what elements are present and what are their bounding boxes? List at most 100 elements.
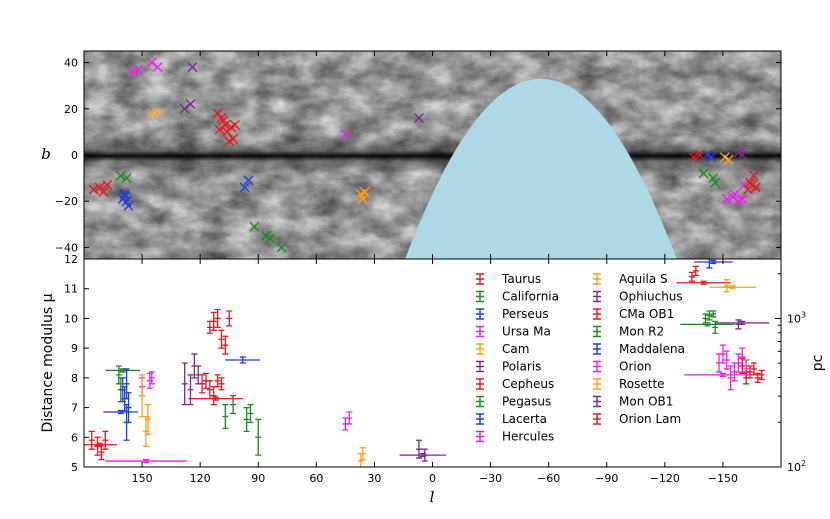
legend-marker bbox=[476, 308, 484, 320]
distance-y-tick-label: 12 bbox=[64, 253, 78, 266]
legend-label: Lacerta bbox=[502, 412, 547, 426]
legend-item-taurus: Taurus bbox=[476, 272, 541, 286]
cloud-marker bbox=[146, 57, 157, 68]
distance-errorbar bbox=[218, 377, 225, 391]
distance-errorbar bbox=[743, 371, 750, 385]
cloud-marker bbox=[710, 177, 721, 188]
distance-errorbar bbox=[146, 372, 153, 389]
sky-cloud-perseus bbox=[117, 189, 134, 211]
distance-errorbar bbox=[144, 403, 151, 435]
legend-marker bbox=[476, 343, 484, 355]
cloud-marker bbox=[706, 152, 717, 163]
sky-map-y-tick-label: −20 bbox=[55, 195, 78, 208]
distance-perseus bbox=[103, 368, 139, 441]
distance-errorbar bbox=[739, 357, 746, 375]
distance-errorbar bbox=[719, 344, 726, 364]
distance-errorbar bbox=[747, 365, 754, 379]
distance-panel bbox=[84, 259, 770, 467]
distance-errorbar bbox=[210, 311, 217, 331]
sky-map-y-tick-label: 0 bbox=[71, 149, 78, 162]
cloud-marker bbox=[152, 108, 163, 119]
legend-marker bbox=[593, 308, 601, 320]
distance-errorbar bbox=[142, 415, 149, 447]
distance-errorbar bbox=[342, 417, 349, 431]
sky-cloud-orion-lam bbox=[743, 170, 761, 195]
legend-item-orion-lam: Orion Lam bbox=[593, 412, 681, 426]
legend-item-maddalena: Maddalena bbox=[593, 342, 685, 356]
distance-errorbar bbox=[399, 452, 447, 458]
galactic-plane-band bbox=[84, 138, 781, 174]
legend-item-cma-ob1: CMa OB1 bbox=[593, 307, 674, 321]
sky-map-y-tick-label: 20 bbox=[64, 103, 78, 116]
distance-errorbar bbox=[727, 365, 734, 391]
legend-label: Cam bbox=[502, 342, 529, 356]
distance-taurus bbox=[84, 430, 117, 461]
distance-errorbar bbox=[102, 430, 109, 450]
x-tick-label: −150 bbox=[708, 472, 738, 485]
legend-marker bbox=[476, 290, 484, 303]
distance-y-tick-label: 8 bbox=[71, 372, 78, 385]
distance-errorbar bbox=[225, 356, 261, 364]
legend-item-pegasus: Pegasus bbox=[476, 395, 551, 409]
distance-aquila-s bbox=[357, 447, 366, 467]
x-tick-label: −120 bbox=[650, 472, 680, 485]
cloud-marker bbox=[748, 170, 759, 181]
distance-errorbar bbox=[222, 403, 229, 430]
x-tick-label: 120 bbox=[190, 472, 211, 485]
sky-cloud-ursa-ma bbox=[127, 57, 163, 77]
legend-marker bbox=[593, 395, 601, 408]
distance-ophiuchus bbox=[399, 439, 447, 462]
distance-cepheus bbox=[188, 308, 243, 406]
legend-marker bbox=[593, 378, 601, 390]
legend-item-cam: Cam bbox=[476, 342, 529, 356]
distance-errorbar bbox=[188, 396, 243, 401]
distance-errorbar bbox=[255, 418, 262, 456]
x-tick-label: −90 bbox=[595, 472, 618, 485]
distance-mon-r2 bbox=[680, 310, 735, 334]
cloud-marker bbox=[723, 154, 734, 165]
distance-errorbar bbox=[243, 406, 250, 432]
x-tick-label: −60 bbox=[537, 472, 560, 485]
parsec-tick-label: 102 bbox=[787, 459, 806, 474]
legend-label: Rosette bbox=[619, 377, 665, 391]
x-axis-label: l bbox=[430, 488, 435, 506]
distance-errorbar bbox=[218, 329, 225, 349]
distance-errorbar bbox=[105, 368, 141, 373]
legend-label: Cepheus bbox=[502, 377, 554, 391]
sky-cloud-cam bbox=[146, 108, 163, 119]
sky-map-y-tick-label: −40 bbox=[55, 241, 78, 254]
sky-cloud-mon-r2 bbox=[698, 168, 721, 188]
distance-errorbar bbox=[121, 386, 128, 412]
distance-rosette bbox=[709, 279, 756, 293]
sky-cloud-cepheus bbox=[212, 108, 241, 147]
legend-item-rosette: Rosette bbox=[593, 377, 665, 391]
distance-errorbar bbox=[202, 372, 209, 389]
cloud-marker bbox=[737, 193, 748, 204]
distance-y-axis-label: Distance modulus μ bbox=[40, 293, 56, 432]
sky-cloud-pegasus bbox=[249, 221, 287, 253]
legend-label: Ursa Ma bbox=[502, 325, 551, 339]
distance-errorbar bbox=[125, 392, 132, 424]
sky-map-panel bbox=[84, 51, 781, 259]
cloud-marker bbox=[224, 136, 235, 147]
distance-errorbars bbox=[84, 259, 770, 467]
cloud-marker bbox=[133, 64, 144, 75]
distance-errorbar bbox=[123, 403, 130, 441]
cloud-marker bbox=[698, 168, 709, 179]
cloud-marker bbox=[276, 242, 287, 253]
legend-label: Hercules bbox=[502, 430, 554, 444]
distance-errorbar bbox=[214, 308, 221, 328]
distance-errorbar bbox=[226, 310, 233, 327]
cloud-marker bbox=[243, 175, 254, 186]
distance-errorbar bbox=[688, 271, 695, 282]
distance-errorbar bbox=[98, 444, 105, 461]
distance-cam bbox=[139, 374, 151, 447]
distance-y-tick-label: 11 bbox=[64, 283, 78, 296]
legend-label: Orion bbox=[619, 360, 652, 374]
distance-errorbar bbox=[123, 368, 130, 400]
legend-item-california: California bbox=[476, 290, 559, 304]
distance-errorbar bbox=[709, 285, 756, 290]
distance-mon-ob1 bbox=[715, 319, 770, 330]
distance-errorbar bbox=[692, 265, 699, 276]
